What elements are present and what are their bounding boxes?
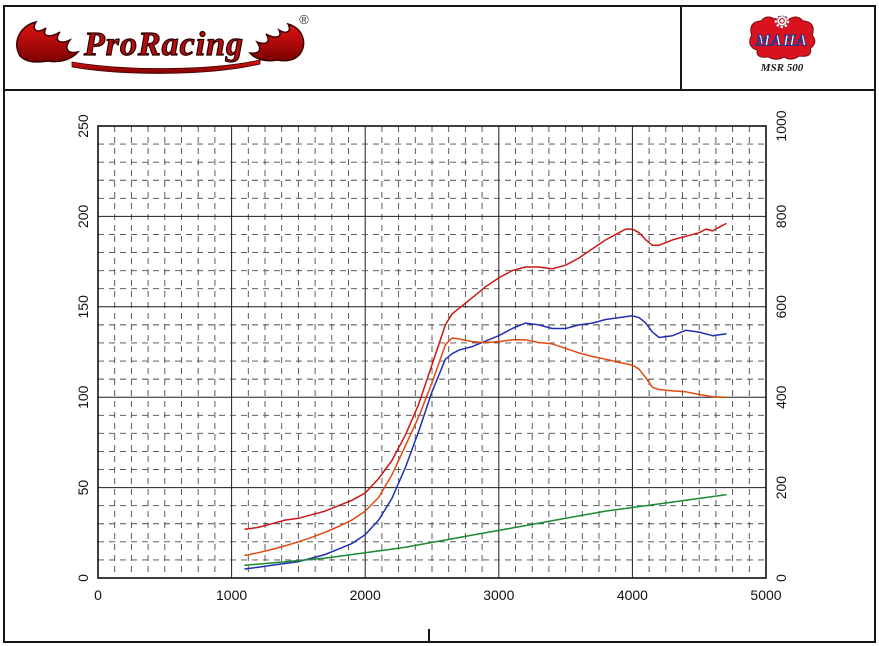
svg-text:200: 200	[773, 476, 789, 500]
svg-text:400: 400	[773, 385, 789, 409]
flame-right-icon	[248, 22, 305, 62]
svg-text:2000: 2000	[350, 587, 381, 603]
logo-underline-swoosh	[71, 59, 261, 74]
svg-text:50: 50	[75, 480, 91, 496]
svg-text:800: 800	[773, 205, 789, 229]
bottom-center-tick	[428, 629, 430, 642]
svg-text:4000: 4000	[617, 587, 648, 603]
maha-emblem-shape	[749, 15, 816, 60]
svg-text:150: 150	[75, 295, 91, 319]
maha-model-label: MSR 500	[760, 62, 804, 74]
svg-text:600: 600	[773, 295, 789, 319]
svg-text:100: 100	[75, 385, 91, 409]
svg-text:250: 250	[75, 114, 91, 138]
svg-text:0: 0	[773, 574, 789, 582]
svg-text:1000: 1000	[216, 587, 247, 603]
header-cell-divider	[680, 5, 682, 91]
brand-name: ProRacing	[83, 26, 244, 63]
header-divider	[3, 89, 876, 91]
maha-name: MAHA	[755, 33, 808, 50]
svg-text:0: 0	[94, 587, 102, 603]
flame-left-icon	[16, 20, 81, 63]
svg-text:0: 0	[75, 574, 91, 582]
maha-logo: MAHA	[749, 13, 816, 60]
proracing-logo: ProRacing ®	[16, 12, 309, 74]
svg-text:3000: 3000	[483, 587, 514, 603]
registered-trademark: ®	[299, 12, 309, 27]
svg-text:1000: 1000	[773, 110, 789, 141]
svg-text:5000: 5000	[750, 587, 781, 603]
gear-icon	[774, 13, 790, 29]
svg-text:200: 200	[75, 205, 91, 229]
